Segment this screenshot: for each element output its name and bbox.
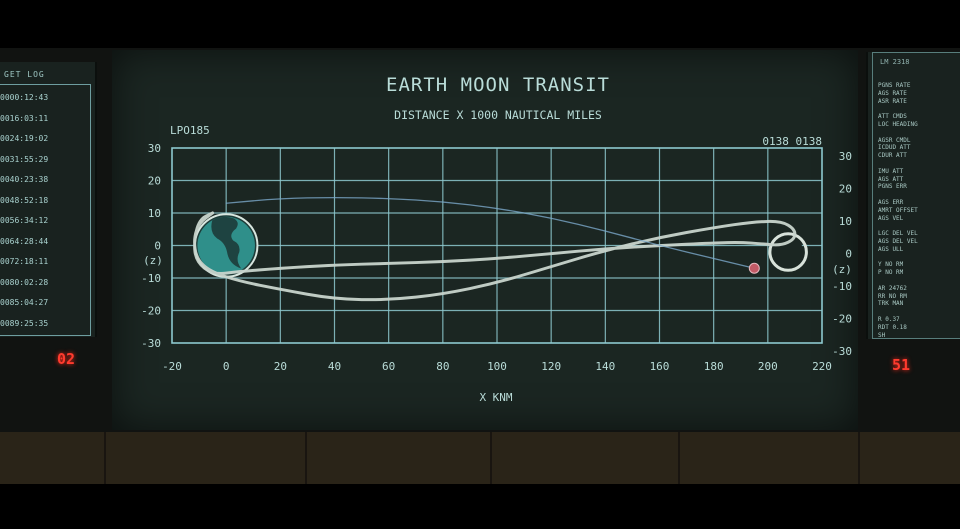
status-header: LM 2318 [880, 58, 910, 66]
y-tick-label-left: 0 [154, 240, 161, 253]
log-entry: 0000:12:43 [0, 93, 49, 102]
letterbox-bottom [0, 484, 960, 529]
console-seam [678, 432, 680, 484]
log-entry: 0016:03:11 [0, 113, 49, 123]
log-entry: 0089:25:35 [0, 318, 49, 328]
x-tick-label: 0 [223, 360, 230, 373]
status-line: PGNS RATE [878, 82, 911, 89]
chart-corner-label-left: LPO185 [170, 124, 210, 137]
status-line: R 0.37 [878, 316, 900, 323]
x-tick-label: 220 [812, 360, 832, 373]
y-tick-label-right: -20 [832, 313, 852, 326]
status-line: ICDUD ATT [878, 144, 911, 152]
y-tick-label-left: 20 [148, 175, 161, 188]
spacecraft-marker [748, 262, 760, 274]
status-line: TRK MAN [878, 300, 904, 308]
log-entry: 0040:23:38 [0, 175, 49, 184]
log-entry: 0072:18:11 [0, 257, 49, 266]
x-tick-label: 100 [487, 360, 507, 373]
status-line: AGS ERR [878, 199, 904, 206]
y-tick-label-left: -30 [141, 337, 161, 350]
log-box: 0000:12:43 0016:03:11 0024:19:02 0031:55:29… [0, 84, 91, 336]
trajectory-line [225, 196, 755, 269]
x-tick-label: 200 [758, 360, 778, 373]
status-line: AGS ULL [878, 245, 904, 253]
status-line: PGNS ERR [878, 183, 907, 191]
status-line: IMU ATT [878, 167, 904, 175]
x-tick-label: 180 [704, 360, 724, 373]
log-entry: 0024:19:02 [0, 134, 49, 143]
log-entry: 0048:52:18 [0, 195, 49, 205]
chart-grid: -20 0 20 40 60 80 100 120 140 160 180 200 2203020100… [141, 142, 852, 373]
y-axis-label-right: (z) [832, 263, 852, 276]
chart-series [193, 196, 797, 302]
status-line: SH [878, 331, 886, 339]
log-title: GET LOG [4, 70, 45, 79]
x-tick-label: 80 [436, 360, 449, 373]
x-tick-label: 20 [274, 360, 287, 373]
y-tick-label-left: 10 [148, 207, 161, 220]
status-line: AGS VEL [878, 214, 904, 222]
celestial-bodies [193, 213, 808, 278]
status-line: AGSR CMDL [878, 136, 911, 144]
y-tick-label-right: 20 [839, 183, 852, 196]
status-line: LOC HEADING [878, 121, 918, 128]
status-line: CDUR ATT [878, 152, 907, 160]
log-entry: 0085:04:27 [0, 298, 49, 307]
x-axis-label: X KNM [479, 391, 512, 404]
status-line: RDT 0.18 [878, 323, 907, 331]
status-frame [872, 52, 960, 339]
status-line: ASR RATE [878, 97, 907, 105]
status-line: Y NO RM [878, 261, 904, 269]
left-log-screen: GET LOG 0000:12:43 0016:03:11 0024:19:02 00… [0, 62, 97, 337]
y-tick-label-left: -10 [141, 272, 161, 285]
x-tick-label: 60 [382, 360, 395, 373]
x-tick-label: -20 [162, 360, 182, 373]
y-tick-label-left: -20 [141, 305, 161, 318]
y-tick-label-right: 30 [839, 150, 852, 163]
status-line: P NO RM [878, 269, 904, 277]
status-line: AGS RATE [878, 89, 907, 97]
status-line: AGS DEL VEL [878, 238, 918, 245]
y-tick-label-right: 10 [839, 215, 852, 228]
console-seam [858, 432, 860, 484]
earth-continents [211, 216, 242, 269]
console-base [0, 432, 960, 484]
status-line: ATT CMDS [878, 113, 907, 121]
status-line: AGS ATT [878, 175, 904, 183]
y-tick-label-right: 0 [845, 248, 852, 261]
status-list: PGNS RATE AGS RATE ASR RATE ATT CMDS LOC HEA… [878, 82, 960, 339]
log-entry: 0064:28:44 [0, 236, 49, 246]
right-counter: 51 [892, 356, 911, 374]
chart-corner-label-right: 0138 0138 [762, 135, 822, 148]
moon-orbit-ring [768, 232, 808, 272]
letterbox-top [0, 0, 960, 48]
x-tick-label: 160 [650, 360, 670, 373]
console-seam [104, 432, 106, 484]
status-line: RR NO RM [878, 292, 907, 300]
y-tick-label-left: 30 [148, 142, 161, 155]
log-entry: 0056:34:12 [0, 216, 49, 225]
right-status-screen: LM 2318 PGNS RATE AGS RATE ASR RATE ATT CMD… [866, 52, 960, 339]
left-counter: 02 [57, 350, 76, 368]
console-seam [305, 432, 307, 484]
x-tick-label: 120 [541, 360, 561, 373]
status-line: LGC DEL VEL [878, 230, 918, 238]
x-tick-label: 140 [595, 360, 615, 373]
status-line: AR 24762 [878, 284, 907, 292]
y-tick-label-right: -10 [832, 280, 852, 293]
chart-labels: EARTH MOON TRANSIT DISTANCE X 1000 NAUTI… [143, 74, 852, 404]
chart-title: EARTH MOON TRANSIT [386, 74, 610, 96]
y-tick-label-right: -30 [832, 345, 852, 358]
status-line: AMRT OFFSET [878, 206, 918, 214]
y-axis-label-left: (z) [143, 254, 163, 267]
transit-path-line [193, 211, 797, 302]
console-seam [490, 432, 492, 484]
chart-subtitle: DISTANCE X 1000 NAUTICAL MILES [394, 108, 602, 122]
log-entry: 0031:55:29 [0, 154, 49, 164]
x-tick-label: 40 [328, 360, 341, 373]
log-entry: 0080:02:28 [0, 277, 49, 287]
